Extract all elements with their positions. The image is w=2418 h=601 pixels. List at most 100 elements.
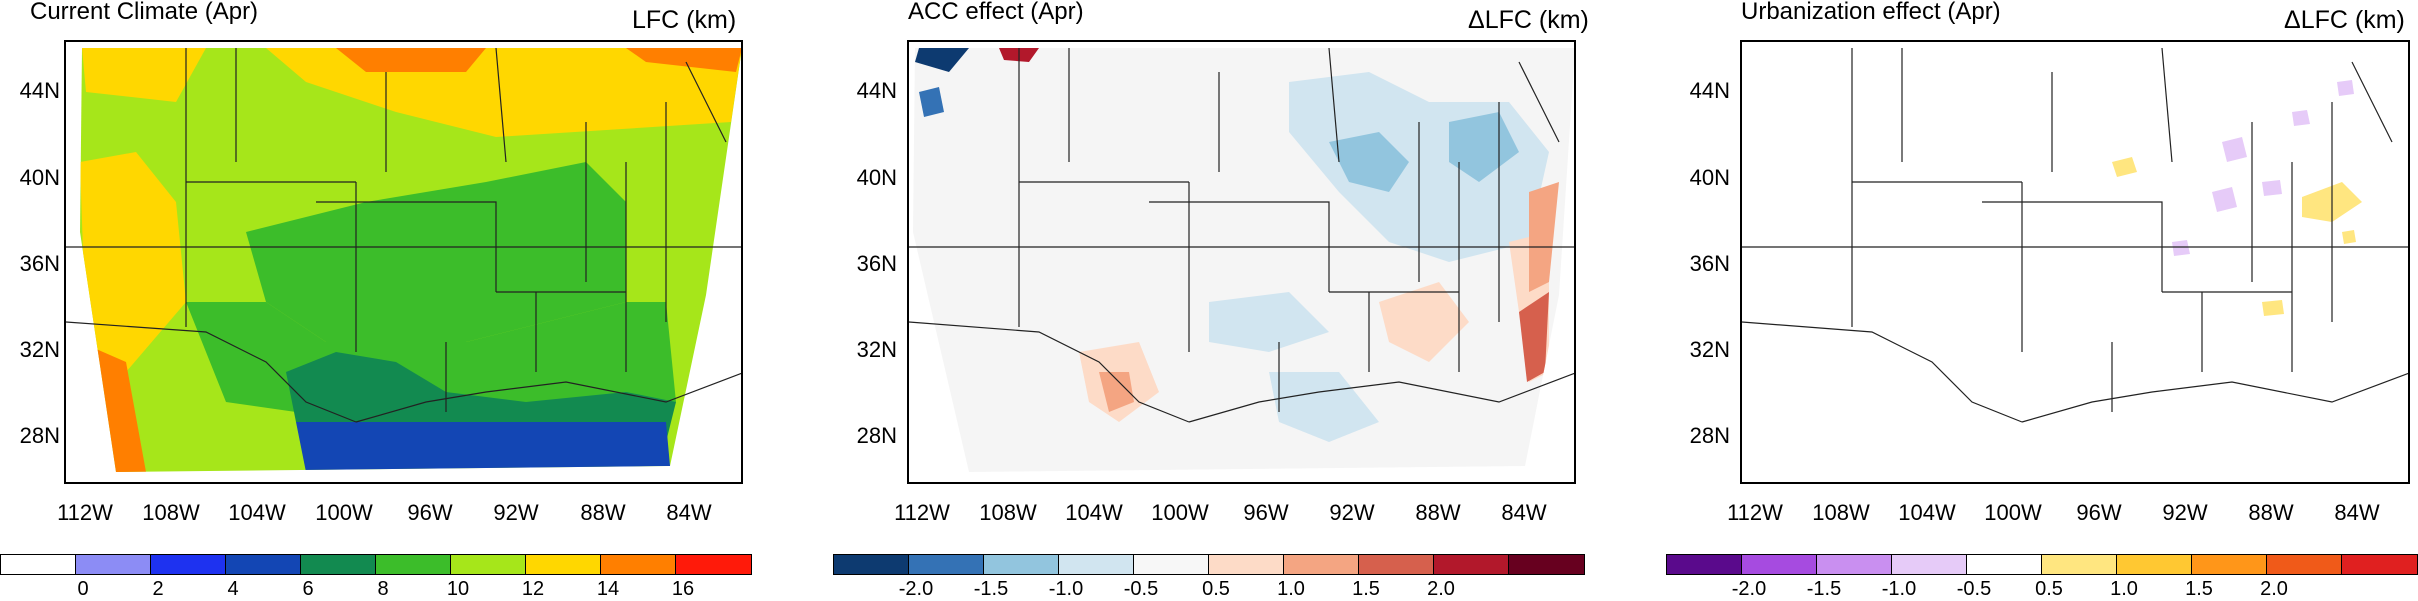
colorbar-tick: -2.0 [1731, 578, 1767, 600]
panel-title: Current Climate (Apr) [30, 0, 259, 25]
lat-label-28n: 28N [856, 423, 897, 448]
lon-label-112w: 112W [57, 500, 113, 525]
colorbar-swatch [451, 555, 526, 574]
lat-label-32n: 32N [1689, 337, 1730, 362]
lat-label-40n: 40N [1689, 165, 1730, 190]
colorbar-tick: 2 [152, 578, 164, 600]
map-urbanization-effect [1742, 47, 2408, 423]
colorbar-swatch [376, 555, 451, 574]
lon-label-104w: 104W [1898, 500, 1956, 525]
lat-label-44n: 44N [1689, 78, 1730, 103]
colorbar-swatch [909, 555, 984, 574]
map-acc-effect [909, 47, 1574, 472]
colorbar-tick: 14 [596, 578, 620, 600]
colorbar-tick: -2.0 [898, 578, 934, 600]
lon-label-92w: 92W [493, 500, 539, 525]
colorbar-tick: 0 [77, 578, 89, 600]
colorbar-tick: 0.5 [1202, 578, 1230, 600]
map-frame [1740, 40, 2410, 484]
panel-variable-label: LFC (km) [632, 6, 737, 34]
lat-label-40n: 40N [19, 165, 60, 190]
lat-label-40n: 40N [856, 165, 897, 190]
lon-label-84w: 84W [1501, 500, 1547, 525]
lon-label-88w: 88W [2248, 500, 2294, 525]
map-frame [907, 40, 1576, 484]
lon-label-100w: 100W [315, 500, 373, 525]
panel-current-climate: Current Climate (Apr) LFC (km) [0, 0, 800, 600]
lon-label-112w: 112W [894, 500, 950, 525]
colorbar-swatch [1817, 555, 1892, 574]
map-current-climate [66, 47, 741, 472]
colorbar-tick: 4 [227, 578, 239, 600]
colorbar-swatch [1059, 555, 1134, 574]
colorbar-swatch [1667, 555, 1742, 574]
lat-label-36n: 36N [19, 251, 60, 276]
colorbar-swatch [1892, 555, 1967, 574]
panel-title: ACC effect (Apr) [908, 0, 1084, 25]
colorbar-swatch [1134, 555, 1209, 574]
colorbar-swatch [1359, 555, 1434, 574]
lon-label-100w: 100W [1984, 500, 2042, 525]
lon-label-92w: 92W [2162, 500, 2208, 525]
colorbar-swatch [2042, 555, 2117, 574]
colorbar-tick: 16 [671, 578, 695, 600]
colorbar-tick: 1.0 [1277, 578, 1305, 600]
colorbar [0, 554, 752, 575]
colorbar-swatch [226, 555, 301, 574]
lon-label-88w: 88W [580, 500, 626, 525]
colorbar-tick: 2.0 [1427, 578, 1455, 600]
colorbar-swatch [2267, 555, 2342, 574]
lon-label-112w: 112W [1727, 500, 1783, 525]
colorbar [833, 554, 1585, 575]
colorbar-tick: 1.0 [2110, 578, 2138, 600]
colorbar-swatch [1284, 555, 1359, 574]
lat-label-32n: 32N [19, 337, 60, 362]
lon-label-104w: 104W [1065, 500, 1123, 525]
lon-label-92w: 92W [1329, 500, 1375, 525]
lat-label-28n: 28N [19, 423, 60, 448]
colorbar-swatch [2192, 555, 2267, 574]
colorbar-tick: 1.5 [2185, 578, 2213, 600]
colorbar-tick: 8 [377, 578, 389, 600]
lon-label-108w: 108W [142, 500, 200, 525]
lat-label-44n: 44N [856, 78, 897, 103]
colorbar-swatch [301, 555, 376, 574]
colorbar-swatch [1434, 555, 1509, 574]
colorbar-swatch [1209, 555, 1284, 574]
colorbar-tick: -1.5 [1806, 578, 1842, 600]
lat-label-44n: 44N [19, 78, 60, 103]
colorbar [1666, 554, 2418, 575]
colorbar-swatch [526, 555, 601, 574]
colorbar-swatch [984, 555, 1059, 574]
panel-variable-label: ΔLFC (km) [2284, 6, 2405, 34]
colorbar-swatch [151, 555, 226, 574]
lon-label-108w: 108W [979, 500, 1037, 525]
colorbar-tick: -0.5 [1956, 578, 1992, 600]
colorbar-swatch [676, 555, 751, 574]
lat-label-36n: 36N [856, 251, 897, 276]
colorbar-tick: 1.5 [1352, 578, 1380, 600]
colorbar-swatch [1, 555, 76, 574]
colorbar-swatch [76, 555, 151, 574]
colorbar-swatch [1509, 555, 1584, 574]
panel-urbanization-effect: Urbanization effect (Apr) ΔLFC (km) [1666, 0, 2418, 600]
colorbar-tick: -1.0 [1881, 578, 1917, 600]
colorbar-tick: 10 [446, 578, 470, 600]
colorbar-tick: 12 [521, 578, 545, 600]
lon-label-84w: 84W [2334, 500, 2380, 525]
lon-label-84w: 84W [666, 500, 712, 525]
colorbar-tick: -1.5 [973, 578, 1009, 600]
colorbar-swatch [2342, 555, 2417, 574]
panel-title: Urbanization effect (Apr) [1741, 0, 2001, 25]
panel-variable-label: ΔLFC (km) [1468, 6, 1589, 34]
panel-acc-effect: ACC effect (Apr) ΔLFC (km) [833, 0, 1633, 600]
lon-label-96w: 96W [2076, 500, 2122, 525]
colorbar-tick: -0.5 [1123, 578, 1159, 600]
colorbar-swatch [601, 555, 676, 574]
lat-label-32n: 32N [856, 337, 897, 362]
colorbar-swatch [834, 555, 909, 574]
lon-label-108w: 108W [1812, 500, 1870, 525]
lon-label-96w: 96W [1243, 500, 1289, 525]
map-frame [64, 40, 743, 484]
colorbar-tick: -1.0 [1048, 578, 1084, 600]
